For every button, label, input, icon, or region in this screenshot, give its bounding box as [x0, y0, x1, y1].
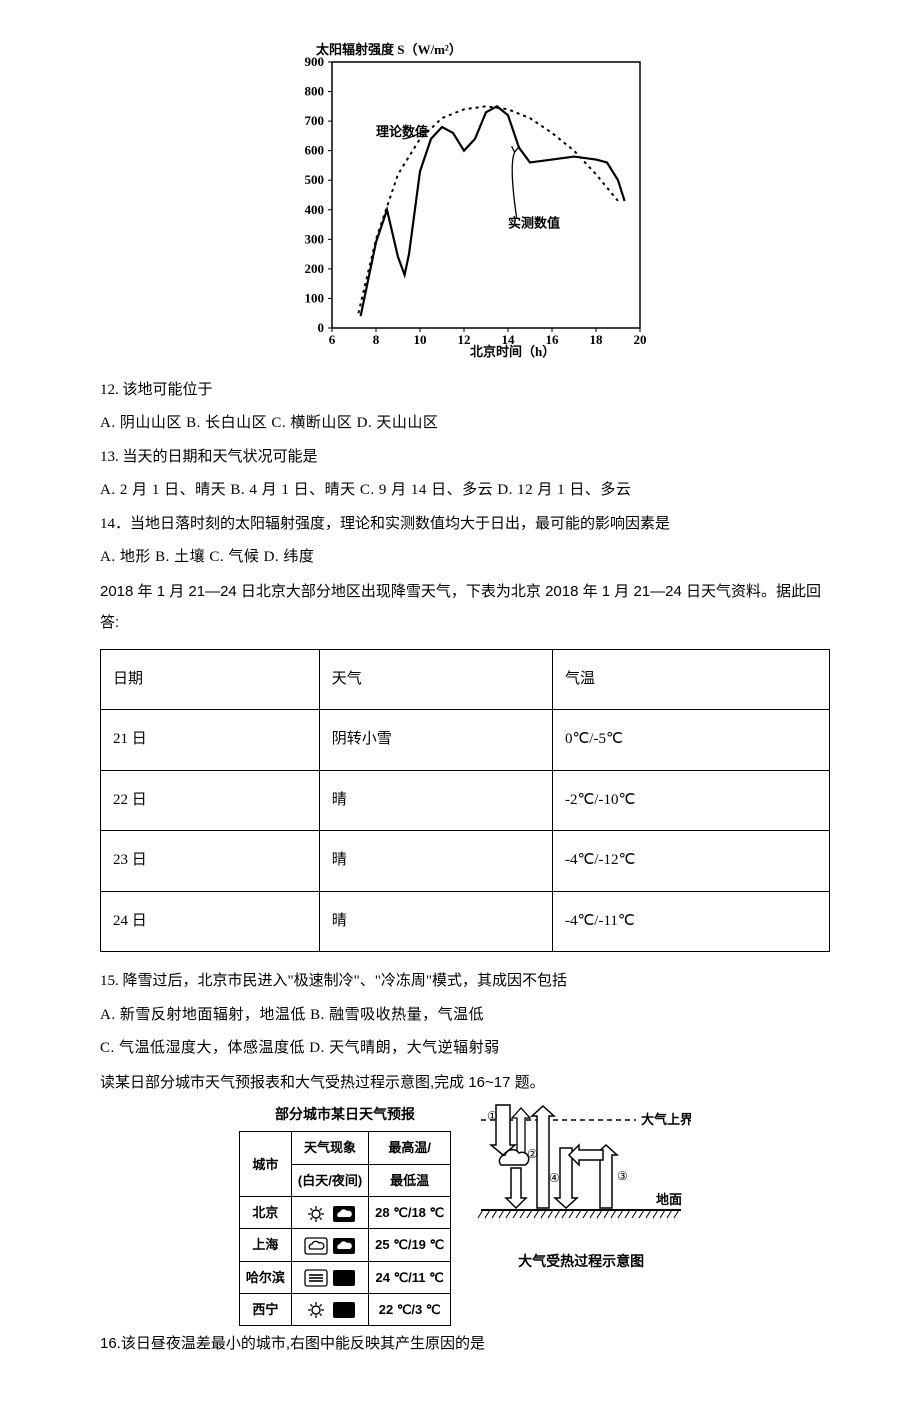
svg-text:800: 800	[305, 84, 325, 99]
q14-stem: 14．当地日落时刻的太阳辐射强度，理论和实测数值均大于日出，最可能的影响因素是	[100, 509, 830, 541]
weather-intro-1: 2018 年 1 月 21—24 日北京大部分地区出现降雪天气，下表为北京 20…	[100, 576, 830, 639]
forecast-temp: 22 ℃/3 ℃	[369, 1293, 451, 1325]
svg-text:10: 10	[414, 332, 427, 347]
svg-text:③: ③	[617, 1169, 628, 1183]
forecast-col-lowtemp: 最低温	[369, 1164, 451, 1196]
weather-intro-2: 读某日部分城市天气预报表和大气受热过程示意图,完成 16~17 题。	[100, 1067, 830, 1099]
table-row: 21 日阴转小雪0℃/-5℃	[101, 710, 830, 771]
forecast-city: 北京	[239, 1196, 291, 1228]
forecast-col-city: 城市	[239, 1132, 291, 1197]
q13-stem: 13. 当天的日期和天气状况可能是	[100, 442, 830, 474]
solar-radiation-chart: 太阳辐射强度 S（W/m²） 0 100 200 300 400 500 600 700 800…	[100, 40, 830, 373]
q15-stem: 15. 降雪过后，北京市民进入"极速制冷"、"冷冻周"模式，其成因不包括	[100, 966, 830, 998]
forecast-block: 部分城市某日天气预报 城市 天气现象 最高温/ (白天/夜间) 最低温 北京 2…	[239, 1100, 451, 1326]
forecast-col-hightemp: 最高温/	[369, 1132, 451, 1164]
forecast-temp: 25 ℃/19 ℃	[369, 1229, 451, 1261]
forecast-icons	[291, 1229, 368, 1261]
svg-text:500: 500	[305, 172, 325, 187]
svg-text:100: 100	[305, 290, 325, 305]
forecast-icons	[291, 1261, 368, 1293]
forecast-temp: 24 ℃/11 ℃	[369, 1261, 451, 1293]
forecast-temp: 28 ℃/18 ℃	[369, 1196, 451, 1228]
svg-text:8: 8	[373, 332, 380, 347]
table-header-temp: 气温	[552, 649, 829, 710]
svg-text:理论数值: 理论数值	[376, 124, 428, 139]
svg-text:实测数值: 实测数值	[508, 216, 560, 231]
forecast-col-daynight: (白天/夜间)	[291, 1164, 368, 1196]
svg-text:600: 600	[305, 143, 325, 158]
q14-options: A. 地形 B. 土壤 C. 气候 D. 纬度	[100, 542, 830, 574]
table-row: 城市 天气现象 最高温/	[239, 1132, 450, 1164]
forecast-icons	[291, 1293, 368, 1325]
q12-options: A. 阴山山区 B. 长白山区 C. 横断山区 D. 天山山区	[100, 408, 830, 440]
q15-options-1: A. 新雪反射地面辐射，地温低 B. 融雪吸收热量，气温低	[100, 1000, 830, 1032]
chart-y-title: 太阳辐射强度 S（W/m²）	[315, 42, 462, 57]
forecast-title: 部分城市某日天气预报	[239, 1100, 451, 1129]
svg-text:20: 20	[634, 332, 647, 347]
table-row: 北京 28 ℃/18 ℃	[239, 1196, 450, 1228]
table-row: 22 日晴-2℃/-10℃	[101, 770, 830, 831]
table-header-date: 日期	[101, 649, 320, 710]
forecast-city: 上海	[239, 1229, 291, 1261]
forecast-icons	[291, 1196, 368, 1228]
forecast-col-phenomenon: 天气现象	[291, 1132, 368, 1164]
svg-text:900: 900	[305, 54, 325, 69]
svg-text:地面: 地面	[656, 1192, 682, 1207]
table-row: 上海 25 ℃/19 ℃	[239, 1229, 450, 1261]
table-header-weather: 天气	[319, 649, 552, 710]
chart-x-title: 北京时间（h）	[470, 344, 555, 359]
beijing-weather-table: 日期 天气 气温 21 日阴转小雪0℃/-5℃ 22 日晴-2℃/-10℃ 23…	[100, 649, 830, 953]
q15-options-2: C. 气温低湿度大，体感温度低 D. 天气晴朗，大气逆辐射弱	[100, 1033, 830, 1065]
svg-text:18: 18	[590, 332, 604, 347]
q12-stem: 12. 该地可能位于	[100, 375, 830, 407]
svg-text:12: 12	[458, 332, 471, 347]
svg-text:大气上界: 大气上界	[641, 1112, 691, 1127]
q13-options: A. 2 月 1 日、晴天 B. 4 月 1 日、晴天 C. 9 月 14 日、…	[100, 475, 830, 507]
svg-text:②: ②	[527, 1147, 538, 1161]
diagram-caption: 大气受热过程示意图	[471, 1247, 691, 1276]
svg-text:①: ①	[487, 1109, 498, 1123]
table-row: 日期 天气 气温	[101, 649, 830, 710]
svg-text:300: 300	[305, 231, 325, 246]
heating-diagram: 大气上界地面 ① ②④ ③ 大气受热过程示意图	[471, 1100, 691, 1276]
svg-text:200: 200	[305, 261, 325, 276]
table-row: 24 日晴-4℃/-11℃	[101, 891, 830, 952]
svg-text:6: 6	[329, 332, 336, 347]
svg-text:700: 700	[305, 113, 325, 128]
table-row: 23 日晴-4℃/-12℃	[101, 831, 830, 892]
q16-stem: 16.该日昼夜温差最小的城市,右图中能反映其产生原因的是	[100, 1328, 830, 1360]
table-row: 哈尔滨 24 ℃/11 ℃	[239, 1261, 450, 1293]
table-row: 西宁 22 ℃/3 ℃	[239, 1293, 450, 1325]
forecast-city: 哈尔滨	[239, 1261, 291, 1293]
svg-text:④: ④	[549, 1171, 560, 1185]
forecast-city: 西宁	[239, 1293, 291, 1325]
forecast-table: 城市 天气现象 最高温/ (白天/夜间) 最低温 北京 28 ℃/18 ℃上海 …	[239, 1131, 451, 1326]
svg-text:0: 0	[318, 320, 325, 335]
svg-text:400: 400	[305, 202, 325, 217]
